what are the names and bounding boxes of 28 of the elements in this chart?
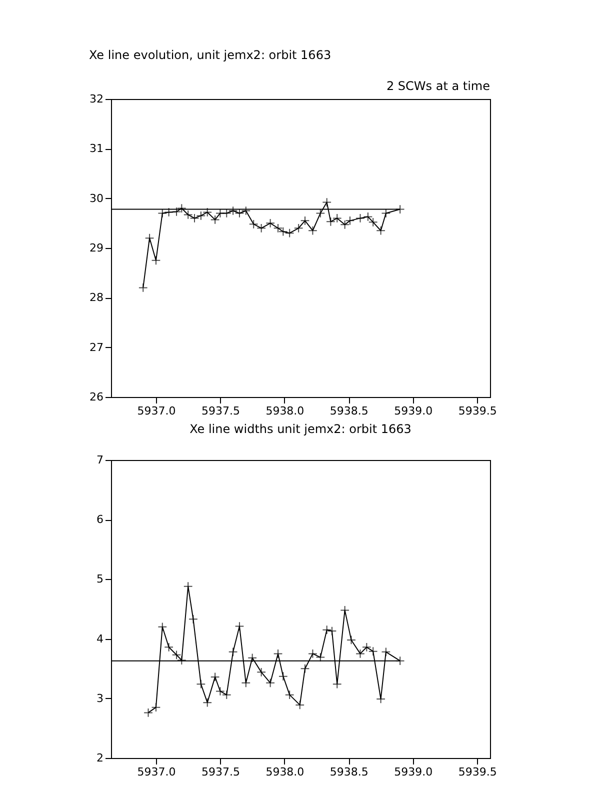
x-tick-label: 5938.0: [266, 404, 304, 418]
x-tick-label: 5937.5: [201, 766, 240, 778]
chart-subtitle: 2 SCWs at a time: [386, 79, 490, 93]
y-tick-label: 6: [96, 513, 104, 526]
y-tick-label: 32: [90, 92, 104, 106]
chart-title: Xe line widths unit jemx2: orbit 1663: [190, 422, 412, 436]
y-tick-label: 2: [96, 752, 104, 764]
y-tick-label: 30: [90, 192, 104, 205]
x-tick-label: 5937.0: [137, 766, 176, 778]
y-tick-label: 28: [90, 291, 104, 304]
x-tick-label: 5939.5: [458, 766, 497, 778]
x-tick-label: 5939.0: [394, 404, 433, 418]
x-tick-label: 5938.0: [266, 766, 304, 778]
y-tick-label: 4: [96, 632, 104, 646]
x-tick-label: 5937.0: [137, 404, 176, 418]
x-tick-label: 5938.5: [330, 766, 368, 778]
y-tick-label: 5: [96, 572, 104, 586]
y-tick-label: 27: [90, 340, 104, 354]
x-tick-label: 5939.0: [394, 766, 433, 778]
x-tick-label: 5938.5: [330, 404, 368, 418]
chart-title: Xe line evolution, unit jemx2: orbit 1663: [89, 48, 332, 62]
y-tick-label: 31: [90, 142, 104, 156]
x-tick-label: 5939.5: [458, 404, 497, 418]
y-tick-label: 7: [96, 454, 104, 466]
x-tick-label: 5937.5: [201, 404, 240, 418]
y-tick-label: 3: [96, 692, 104, 705]
y-tick-label: 29: [90, 242, 104, 254]
y-tick-label: 26: [90, 390, 104, 404]
